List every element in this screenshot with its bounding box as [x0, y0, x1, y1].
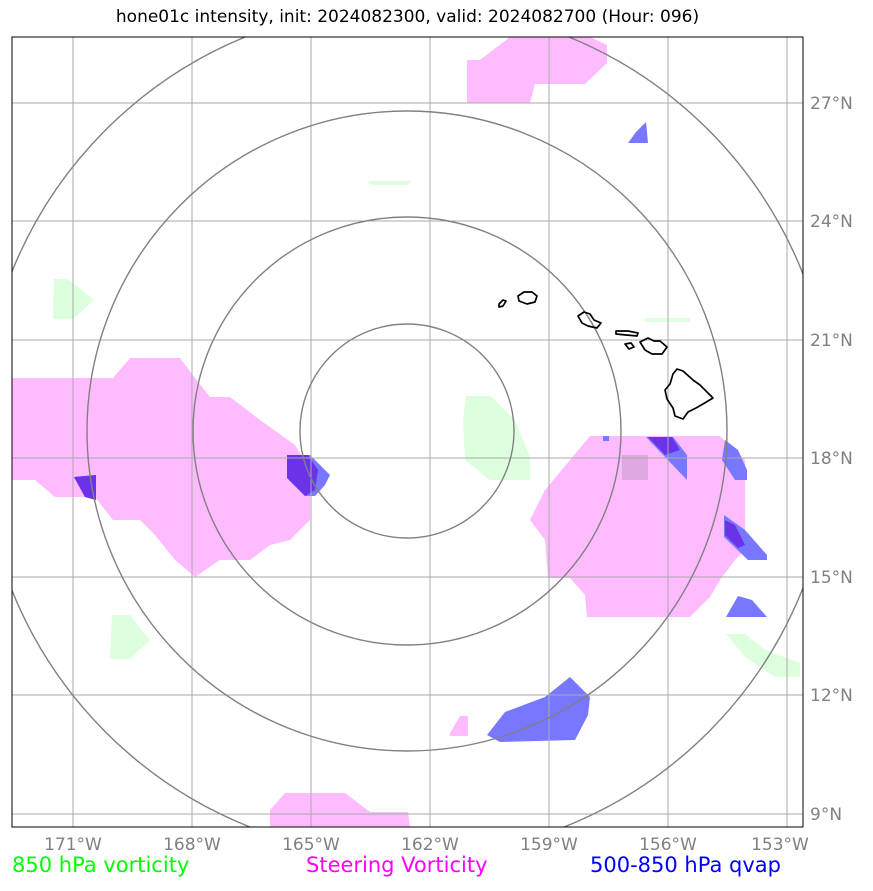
island-molokai [615, 330, 639, 337]
island-niihau [498, 299, 507, 308]
qvap-area [726, 596, 767, 617]
graticule [12, 37, 803, 827]
vorticity-850-area [110, 615, 150, 659]
lat-tick-label: 12°N [810, 686, 853, 706]
lat-tick-label: 21°N [810, 331, 853, 351]
range-ring [299, 323, 515, 539]
steering-vorticity-area [450, 716, 468, 736]
island-hawaii [664, 368, 714, 420]
lon-tick-label: 168°W [163, 835, 221, 855]
steering-vorticity-overlap [622, 455, 648, 480]
qvap-overlap-area [725, 520, 745, 548]
lon-tick-label: 171°W [44, 835, 102, 855]
map-frame [11, 36, 804, 828]
lon-tick-label: 165°W [282, 835, 340, 855]
longitude-labels: 171°W 168°W 165°W 162°W 159°W 156°W 153°… [44, 835, 809, 855]
qvap-area [722, 440, 747, 480]
lon-tick-label: 156°W [639, 835, 697, 855]
map-title: hone01c intensity, init: 2024082300, val… [115, 7, 700, 27]
vorticity-850-layer [53, 181, 800, 677]
legend-qvap: 500-850 hPa qvap [590, 853, 781, 877]
island-oahu [577, 311, 602, 329]
steering-vorticity-area [270, 793, 410, 827]
steering-vorticity-area [12, 358, 310, 577]
island-maui [639, 337, 668, 355]
island-lanai [624, 342, 635, 350]
lon-tick-label: 159°W [520, 835, 578, 855]
range-rings [12, 37, 803, 827]
vorticity-850-area [367, 181, 412, 185]
vorticity-850-area [726, 634, 800, 677]
lat-tick-label: 9°N [810, 805, 842, 825]
island-kauai [517, 291, 538, 305]
lat-tick-label: 18°N [810, 449, 853, 469]
map-plot-area [12, 37, 803, 827]
qvap-overlap-area [287, 455, 318, 496]
qvap-overlap-area [648, 437, 680, 455]
steering-vorticity-layer [12, 37, 745, 827]
lon-tick-label: 153°W [751, 835, 809, 855]
lat-tick-label: 15°N [810, 568, 853, 588]
legend-steering-vorticity: Steering Vorticity [306, 853, 488, 877]
range-ring [192, 216, 622, 646]
steering-vorticity-area [530, 436, 745, 617]
qvap-area [487, 677, 590, 742]
latitude-labels: 27°N 24°N 21°N 18°N 15°N 12°N 9°N [810, 94, 853, 825]
qvap-area [603, 436, 609, 441]
lat-tick-label: 27°N [810, 94, 853, 114]
coastline-hawaiian-islands [498, 291, 714, 420]
qvap-area [628, 122, 648, 143]
legend-850-vorticity: 850 hPa vorticity [12, 853, 190, 877]
steering-vorticity-area [467, 37, 607, 103]
lat-tick-label: 24°N [810, 212, 853, 232]
lon-tick-label: 162°W [401, 835, 459, 855]
vorticity-850-area [463, 396, 530, 480]
range-ring [86, 110, 728, 752]
